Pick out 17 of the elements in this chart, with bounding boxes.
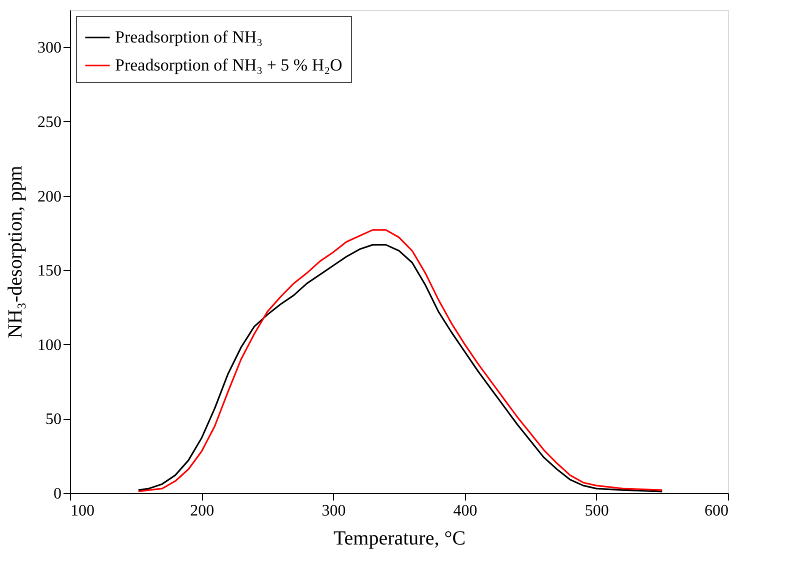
x-tick-label: 600 xyxy=(704,502,728,520)
y-tick-label: 200 xyxy=(38,188,62,206)
y-tick-label: 150 xyxy=(38,262,62,280)
x-axis-title: Temperature, °C xyxy=(333,528,466,550)
x-tick-label: 300 xyxy=(322,502,346,520)
x-tick-label: 200 xyxy=(190,502,214,520)
legend-label: Preadsorption of NH₃ + 5 % H₂O xyxy=(115,56,342,74)
y-axis-title: NH₃-desorption, ppm xyxy=(4,165,26,338)
x-tick-label: 400 xyxy=(453,502,478,520)
y-tick-label: 250 xyxy=(38,114,62,131)
y-tick-label: 100 xyxy=(38,336,62,354)
legend-label: Preadsorption of NH₃ xyxy=(115,28,263,46)
y-tick-label: 0 xyxy=(54,486,62,502)
y-tick-label: 50 xyxy=(46,411,62,428)
x-tick-label: 100 xyxy=(70,502,94,520)
y-tick-label: 300 xyxy=(38,40,62,57)
x-tick-label: 500 xyxy=(584,502,609,520)
